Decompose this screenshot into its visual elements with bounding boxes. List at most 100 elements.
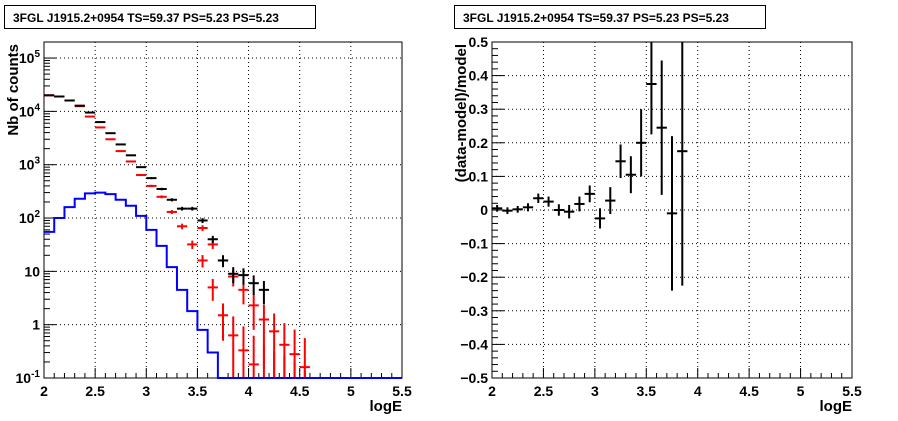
counts-series-2-point: [146, 177, 157, 180]
counts-series-0-point: [228, 316, 239, 378]
residuals-series-0-point: [677, 42, 688, 286]
counts-series-3-step-line: [44, 191, 402, 379]
residuals-y-tick-label: −0.1: [460, 236, 488, 252]
counts-series-2-point: [248, 275, 259, 296]
counts-panel-title: 3FGL J1915.2+0954 TS=59.37 PS=5.23 PS=5.…: [4, 5, 316, 29]
counts-series-1-point: [238, 280, 249, 305]
counts-x-tick-label: 3.5: [188, 383, 208, 399]
residuals-series-0-point: [522, 203, 534, 212]
counts-series-0-point: [217, 303, 229, 341]
residuals-y-tick-label: −0.4: [460, 336, 488, 352]
residuals-y-tick-label: −0.5: [460, 370, 488, 386]
counts-panel: 2 2.5 3 3.5 4 4.5 5 5.5 10-1 1 10 102 103 104 105 logE N…: [5, 41, 412, 415]
counts-series-1-point: [289, 329, 300, 378]
counts-y-tick-label: 10-1: [16, 369, 41, 386]
counts-series-0-point: [125, 160, 137, 163]
residuals-x-tick-label: 2: [488, 383, 496, 399]
residuals-x-tick-label: 4.5: [739, 383, 759, 399]
counts-y-tick-label: 104: [19, 102, 41, 119]
counts-series-0-point: [248, 335, 259, 378]
counts-series-2-point: [258, 280, 270, 305]
residuals-series-0-point: [656, 60, 667, 195]
residuals-series-0-point: [564, 204, 575, 219]
counts-series-0-point: [187, 240, 198, 249]
counts-series-0-point: [136, 174, 147, 177]
counts-series-1-point: [258, 304, 270, 369]
residuals-y-tick-label: 0: [480, 202, 488, 218]
counts-series-2-point: [217, 255, 229, 268]
counts-series-2-point: [238, 268, 249, 285]
counts-y-axis-label: Nb of counts: [5, 44, 22, 136]
counts-y-tick-label: 105: [19, 49, 41, 66]
counts-series-0-point: [176, 223, 188, 230]
residuals-x-tick-label: 3.5: [637, 383, 657, 399]
residuals-series-0-point: [512, 205, 523, 213]
residuals-series-0-point: [625, 156, 636, 194]
counts-series-0-point: [146, 184, 157, 188]
residuals-series-0-point: [636, 109, 647, 177]
counts-series-2-point: [156, 187, 167, 191]
residuals-panel-title: 3FGL J1915.2+0954 TS=59.37 PS=5.23 PS=5.…: [454, 5, 766, 29]
counts-series-2-point: [125, 154, 137, 157]
residuals-x-tick-label: 4: [694, 383, 702, 399]
counts-series-0-point: [166, 210, 177, 214]
counts-y-tick-label: 10: [24, 263, 40, 279]
counts-series-2-point: [95, 121, 106, 124]
residuals-y-tick-label: −0.2: [460, 269, 488, 285]
residuals-x-tick-label: 3: [591, 383, 599, 399]
residuals-x-axis-label: logE: [820, 398, 853, 415]
counts-series-2-point: [166, 198, 177, 202]
counts-series-2-point: [207, 235, 218, 244]
residuals-series-0-point: [553, 204, 564, 216]
counts-series-2-point: [197, 218, 208, 224]
residuals-panel: 2 2.5 3 3.5 4 4.5 5 5.5 −0.5 −0.4 −0.3 −0.2 −0.1 0 0.1…: [453, 34, 862, 415]
counts-series-2-point: [187, 206, 198, 211]
counts-series-2-point: [115, 143, 126, 146]
counts-series-0-point: [207, 278, 218, 301]
residuals-y-tick-label: 0.4: [469, 68, 489, 84]
counts-series-0-point: [156, 195, 167, 199]
residuals-series-0-point: [666, 136, 678, 291]
counts-series-1-point: [279, 323, 290, 378]
counts-series-1-point: [197, 225, 208, 232]
counts-x-tick-label: 3: [142, 383, 150, 399]
counts-series-0-point: [84, 115, 96, 118]
residuals-x-tick-label: 2.5: [534, 383, 554, 399]
residuals-series-0-point: [574, 196, 585, 212]
counts-series-0-point: [115, 150, 126, 153]
residuals-series-0-point: [605, 187, 616, 215]
counts-series-2-point: [136, 166, 147, 169]
residuals-series-0-point: [615, 144, 626, 179]
residuals-series-0-point: [543, 196, 554, 207]
residuals-x-tick-label: 5.5: [842, 383, 862, 399]
counts-series-2-point: [176, 206, 188, 211]
residuals-x-tick-label: 5: [797, 383, 805, 399]
residuals-y-tick-label: 0.5: [469, 34, 489, 50]
counts-y-tick-label: 102: [19, 209, 41, 226]
counts-series-2-point: [105, 132, 116, 135]
residuals-series-0-point: [646, 42, 657, 135]
residuals-y-tick-label: −0.3: [460, 303, 488, 319]
counts-x-tick-label: 5: [347, 383, 355, 399]
counts-series-1-point: [269, 313, 280, 378]
counts-x-tick-label: 5.5: [392, 383, 412, 399]
residuals-series-0-point: [533, 193, 544, 203]
residuals-series-0-point: [584, 185, 595, 203]
counts-series-0-point: [105, 138, 116, 141]
counts-x-tick-label: 4.5: [290, 383, 310, 399]
counts-series-0-point: [95, 126, 106, 129]
counts-y-tick-label: 1: [32, 317, 40, 333]
residuals-series-0-point: [594, 208, 606, 229]
counts-y-tick-label: 103: [19, 156, 41, 173]
residuals-y-tick-label: 0.3: [469, 101, 489, 117]
counts-series-0-point: [197, 255, 208, 268]
counts-x-tick-label: 2.5: [85, 383, 105, 399]
residuals-series-0-point: [492, 204, 503, 212]
counts-x-tick-label: 4: [245, 383, 253, 399]
counts-x-tick-label: 2: [40, 383, 48, 399]
counts-series-2-point: [228, 267, 239, 284]
residuals-y-axis-label: (data-model)/model: [453, 44, 470, 182]
residuals-y-tick-label: 0.2: [469, 135, 489, 151]
counts-series-0-point: [238, 326, 249, 378]
